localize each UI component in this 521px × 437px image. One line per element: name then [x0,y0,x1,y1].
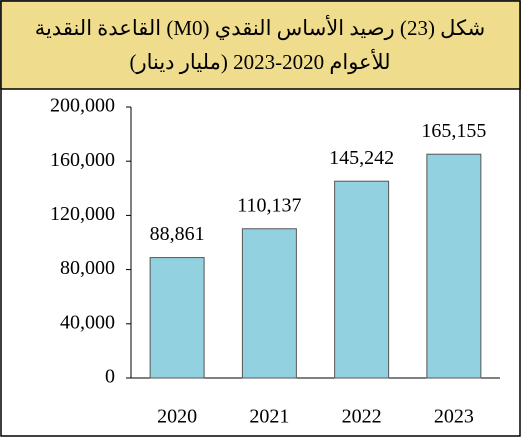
y-tick-label: 80,000 [60,257,115,279]
title-box [0,0,521,90]
data-label: 110,137 [237,194,301,216]
data-label: 145,242 [329,147,394,169]
x-tick-label: 2023 [434,406,474,428]
data-label: 88,861 [150,223,205,245]
x-tick-label: 2022 [342,406,382,428]
chart-title: شكل (23) رصيد الأساس النقدي (M0) القاعدة… [35,14,486,41]
y-tick-label: 200,000 [50,95,115,117]
x-tick-label: 2021 [249,406,289,428]
data-label: 165,155 [421,120,486,142]
y-tick-label: 0 [105,366,115,388]
bar [426,153,482,379]
y-tick-label: 160,000 [50,149,115,171]
x-tick-label: 2020 [157,406,197,428]
y-tick-label: 40,000 [60,311,115,333]
y-tick-label: 120,000 [50,203,115,225]
bar [241,228,297,379]
bar [334,180,390,379]
bar [149,257,205,379]
chart-title: للأعوام 2020-2023 (مليار دينار) [129,48,390,75]
